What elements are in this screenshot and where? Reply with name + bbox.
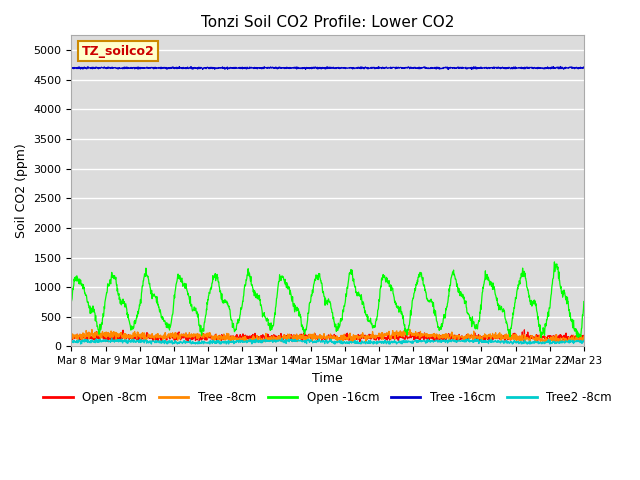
Tree -8cm: [128, 332, 136, 338]
Line: Tree -8cm: Tree -8cm: [72, 329, 584, 342]
Tree -8cm: [360, 334, 367, 339]
Tree -16cm: [556, 64, 564, 70]
Open -16cm: [537, 335, 545, 340]
Tree2 -8cm: [360, 340, 367, 346]
Open -8cm: [580, 336, 588, 342]
Open -16cm: [128, 324, 136, 330]
Open -16cm: [550, 259, 558, 265]
Tree -16cm: [68, 64, 76, 70]
Text: TZ_soilco2: TZ_soilco2: [82, 45, 154, 58]
Tree -16cm: [285, 65, 292, 71]
Tree -8cm: [239, 339, 247, 345]
Tree -8cm: [305, 332, 313, 337]
Tree2 -8cm: [68, 339, 76, 345]
Y-axis label: Soil CO2 (ppm): Soil CO2 (ppm): [15, 144, 28, 238]
Tree -8cm: [296, 332, 303, 337]
Tree -8cm: [580, 333, 588, 339]
Open -8cm: [129, 336, 136, 341]
Tree -16cm: [580, 65, 588, 71]
Tree2 -8cm: [305, 339, 313, 345]
Open -8cm: [108, 333, 115, 339]
Title: Tonzi Soil CO2 Profile: Lower CO2: Tonzi Soil CO2 Profile: Lower CO2: [201, 15, 454, 30]
Tree -8cm: [285, 334, 293, 340]
Tree -8cm: [108, 328, 115, 334]
Open -16cm: [285, 285, 292, 290]
Tree2 -8cm: [108, 336, 115, 342]
Tree -16cm: [108, 65, 115, 71]
Tree -16cm: [359, 65, 367, 71]
Legend: Open -8cm, Tree -8cm, Open -16cm, Tree -16cm, Tree2 -8cm: Open -8cm, Tree -8cm, Open -16cm, Tree -…: [38, 386, 617, 409]
Tree2 -8cm: [296, 337, 304, 343]
Open -16cm: [359, 299, 367, 305]
Tree -16cm: [296, 65, 303, 71]
Tree -8cm: [68, 334, 76, 340]
Open -8cm: [296, 335, 303, 341]
Tree -8cm: [406, 326, 413, 332]
Tree2 -8cm: [580, 337, 588, 343]
Open -8cm: [305, 332, 313, 337]
Tree -16cm: [305, 65, 312, 71]
Line: Open -16cm: Open -16cm: [72, 262, 584, 337]
Open -16cm: [305, 310, 312, 316]
Tree2 -8cm: [285, 336, 293, 342]
Line: Tree2 -8cm: Tree2 -8cm: [72, 338, 584, 344]
X-axis label: Time: Time: [312, 372, 343, 384]
Tree -16cm: [445, 67, 452, 72]
Open -8cm: [520, 327, 528, 333]
Tree -16cm: [128, 65, 136, 71]
Open -16cm: [580, 299, 588, 304]
Open -8cm: [360, 334, 367, 339]
Line: Open -8cm: Open -8cm: [72, 330, 584, 342]
Line: Tree -16cm: Tree -16cm: [72, 67, 584, 70]
Open -16cm: [108, 277, 115, 283]
Tree2 -8cm: [108, 336, 116, 341]
Tree2 -8cm: [77, 341, 84, 347]
Open -8cm: [285, 335, 293, 341]
Open -16cm: [296, 309, 303, 315]
Open -8cm: [83, 339, 91, 345]
Open -8cm: [68, 332, 76, 338]
Open -16cm: [68, 299, 76, 304]
Tree2 -8cm: [129, 338, 136, 344]
